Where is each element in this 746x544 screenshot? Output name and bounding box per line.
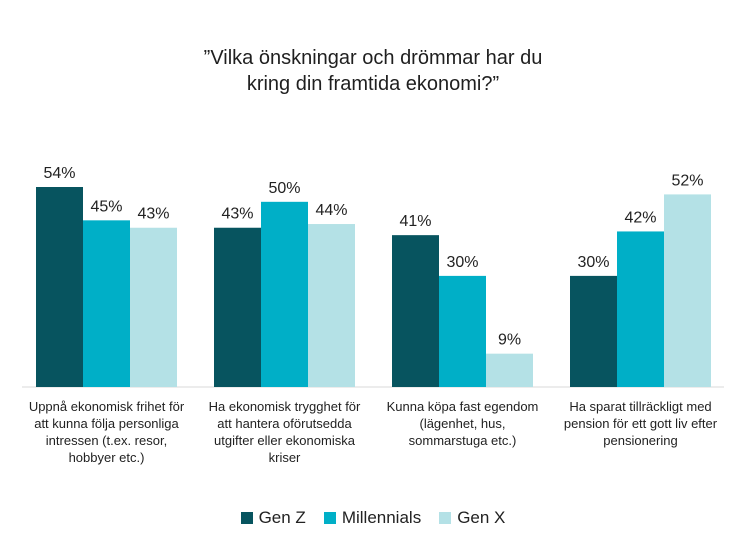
category-label-2-line-2: att hantera oförutsedda — [217, 416, 352, 431]
bar-gen-x-cat-1 — [130, 227, 177, 387]
category-label-4-line-2: pension för ett gott liv efter — [563, 416, 718, 431]
legend-label-gen-z: Gen Z — [258, 508, 306, 527]
category-label-1-line-4: hobbyer etc.) — [68, 450, 145, 465]
value-label-millennials-cat-2: 50% — [268, 180, 300, 197]
bar-millennials-cat-4 — [617, 231, 664, 387]
bar-gen-x-cat-2 — [308, 224, 355, 387]
bar-millennials-cat-2 — [261, 201, 308, 387]
value-label-gen-z-cat-4: 30% — [577, 254, 609, 271]
category-label-1-line-3: intressen (t.ex. resor, — [45, 433, 168, 448]
bar-gen-z-cat-1 — [36, 187, 83, 387]
legend-swatch-gen-x — [439, 512, 452, 524]
value-label-millennials-cat-1: 45% — [90, 198, 122, 215]
value-labels-group: 54% 43% 41% 30% 45% 50% 30% 42% 43% 44% 9% 52% — [43, 165, 703, 349]
category-label-2: Ha ekonomisk trygghet för att hantera ofö… — [196, 398, 374, 466]
legend-item-gen-z: Gen Z — [240, 508, 306, 528]
bar-gen-z-cat-3 — [392, 235, 439, 387]
bar-gen-x-cat-4 — [664, 194, 711, 387]
bar-gen-z-cat-4 — [570, 275, 617, 387]
category-label-2-line-3: utgifter eller ekonomiska — [214, 433, 355, 448]
chart-title-line-1: ”Vilka önskningar och drömmar har du — [203, 47, 543, 69]
legend-swatch-gen-z — [240, 512, 253, 524]
category-label-4-line-3: pensionering — [603, 433, 678, 448]
category-label-3-line-3: sommarstuga etc.) — [408, 433, 517, 448]
value-label-gen-z-cat-3: 41% — [399, 213, 431, 230]
category-label-3: Kunna köpa fast egendom (lägenhet, hus, so… — [374, 398, 552, 449]
bar-millennials-cat-1 — [83, 220, 130, 387]
chart-title-line-2: kring din framtida ekonomi?” — [246, 73, 500, 95]
category-label-2-line-4: kriser — [268, 450, 301, 465]
bar-gen-z-cat-2 — [214, 227, 261, 387]
legend-label-millennials: Millennials — [341, 508, 422, 527]
legend-item-gen-x: Gen X — [439, 508, 505, 528]
category-label-1: Uppnå ekonomisk frihet för att kunna följ… — [18, 398, 196, 466]
value-label-gen-x-cat-2: 44% — [315, 202, 347, 219]
category-label-4: Ha sparat tillräckligt med pension för et… — [552, 398, 730, 449]
bar-gen-x-cat-3 — [486, 353, 533, 387]
value-label-millennials-cat-4: 42% — [624, 209, 656, 226]
bar-millennials-cat-3 — [439, 275, 486, 387]
value-label-gen-x-cat-4: 52% — [671, 172, 703, 189]
legend-item-millennials: Millennials — [323, 508, 422, 528]
value-label-millennials-cat-3: 30% — [446, 254, 478, 271]
value-label-gen-x-cat-3: 9% — [498, 332, 521, 349]
legend: Gen Z Millennials Gen X — [0, 508, 746, 528]
bars-group — [36, 187, 711, 387]
category-label-1-line-2: att kunna följa personliga — [34, 416, 179, 431]
category-label-3-line-2: (lägenhet, hus, — [419, 416, 506, 431]
legend-swatch-millennials — [323, 512, 336, 524]
legend-label-gen-x: Gen X — [457, 508, 506, 527]
value-label-gen-x-cat-1: 43% — [137, 206, 169, 223]
category-label-4-line-1: Ha sparat tillräckligt med — [569, 399, 712, 414]
value-label-gen-z-cat-1: 54% — [43, 165, 75, 182]
category-label-1-line-1: Uppnå ekonomisk frihet för — [28, 399, 185, 414]
category-label-2-line-1: Ha ekonomisk trygghet för — [208, 399, 361, 414]
category-label-3-line-1: Kunna köpa fast egendom — [386, 399, 539, 414]
value-label-gen-z-cat-2: 43% — [221, 206, 253, 223]
